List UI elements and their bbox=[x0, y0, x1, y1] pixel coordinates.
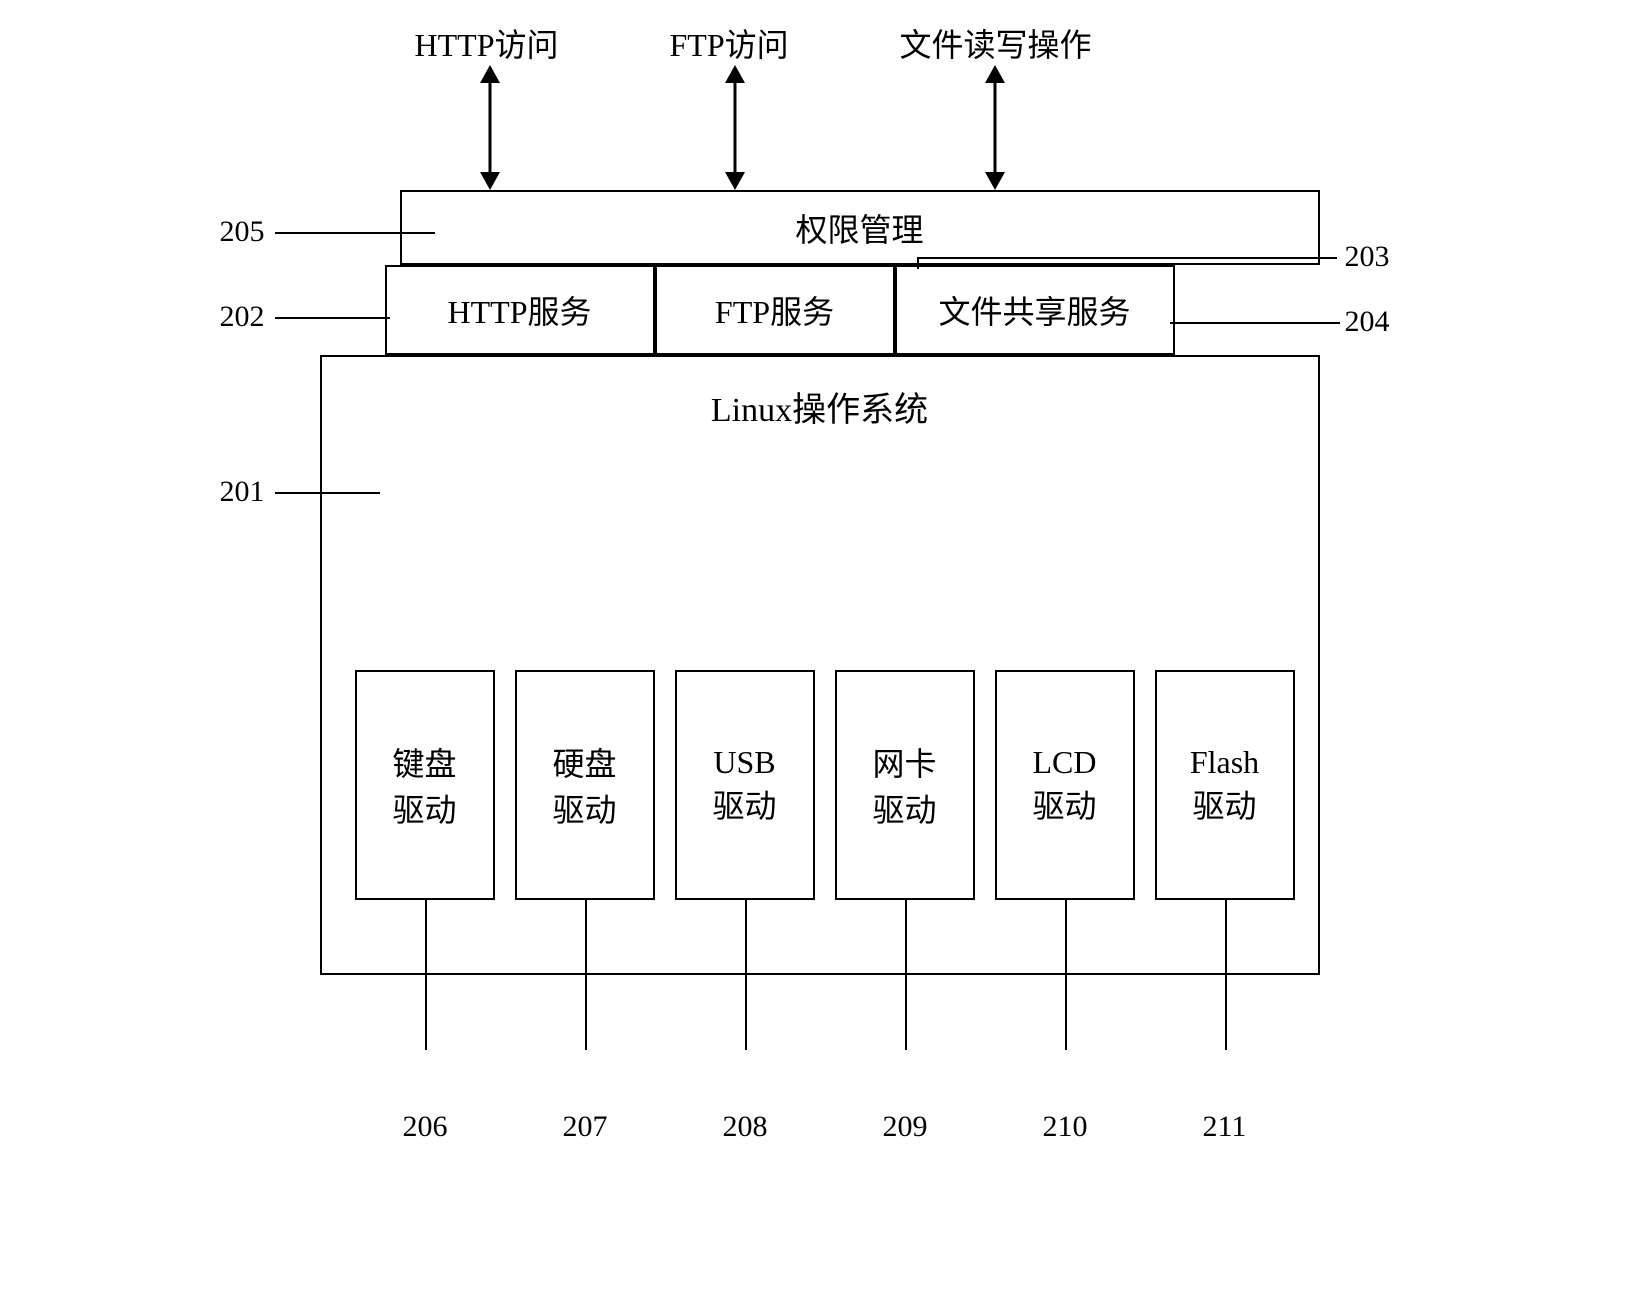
ref-209: 209 bbox=[883, 1110, 928, 1144]
driver-flash-line1: Flash bbox=[1190, 744, 1259, 781]
driver-lcd-box: LCD 驱动 bbox=[995, 670, 1135, 900]
top-label-http: HTTP访问 bbox=[415, 20, 559, 66]
leader-201 bbox=[275, 492, 380, 494]
conn-209 bbox=[905, 900, 907, 1050]
arrow-ftp-icon bbox=[720, 65, 750, 190]
leader-202 bbox=[275, 317, 390, 319]
conn-210 bbox=[1065, 900, 1067, 1050]
leader-203-h bbox=[917, 257, 1337, 259]
ref-203: 203 bbox=[1345, 240, 1390, 274]
service-ftp-label: FTP服务 bbox=[715, 287, 834, 333]
conn-208 bbox=[745, 900, 747, 1050]
driver-flash-line2: 驱动 bbox=[1192, 781, 1256, 827]
ref-211: 211 bbox=[1203, 1110, 1247, 1144]
service-http-box: HTTP服务 bbox=[385, 265, 655, 355]
arrow-http-icon bbox=[475, 65, 505, 190]
leader-205 bbox=[275, 232, 435, 234]
service-file-label: 文件共享服务 bbox=[938, 287, 1130, 333]
conn-211 bbox=[1225, 900, 1227, 1050]
top-label-file: 文件读写操作 bbox=[900, 20, 1092, 66]
ref-208: 208 bbox=[723, 1110, 768, 1144]
service-file-box: 文件共享服务 bbox=[895, 265, 1175, 355]
driver-flash-box: Flash 驱动 bbox=[1155, 670, 1295, 900]
ref-205: 205 bbox=[220, 215, 265, 249]
ref-207: 207 bbox=[563, 1110, 608, 1144]
leader-204 bbox=[1170, 322, 1340, 324]
driver-disk-line2: 驱动 bbox=[552, 785, 616, 831]
driver-usb-line2: 驱动 bbox=[712, 781, 776, 827]
driver-nic-line1: 网卡 bbox=[872, 739, 936, 785]
driver-keyboard-line2: 驱动 bbox=[392, 785, 456, 831]
driver-lcd-line1: LCD bbox=[1033, 744, 1097, 781]
driver-disk-line1: 硬盘 bbox=[552, 739, 616, 785]
permission-box: 权限管理 bbox=[400, 190, 1320, 265]
permission-label: 权限管理 bbox=[795, 205, 923, 251]
ref-204: 204 bbox=[1345, 305, 1390, 339]
ref-206: 206 bbox=[403, 1110, 448, 1144]
ref-210: 210 bbox=[1043, 1110, 1088, 1144]
ref-202: 202 bbox=[220, 300, 265, 334]
driver-keyboard-line1: 键盘 bbox=[392, 739, 456, 785]
driver-lcd-line2: 驱动 bbox=[1032, 781, 1096, 827]
conn-206 bbox=[425, 900, 427, 1050]
driver-keyboard-box: 键盘 驱动 bbox=[355, 670, 495, 900]
arrow-file-icon bbox=[980, 65, 1010, 190]
service-http-label: HTTP服务 bbox=[447, 287, 591, 333]
driver-nic-box: 网卡 驱动 bbox=[835, 670, 975, 900]
driver-disk-box: 硬盘 驱动 bbox=[515, 670, 655, 900]
service-ftp-box: FTP服务 bbox=[655, 265, 895, 355]
os-label: Linux操作系统 bbox=[322, 382, 1318, 431]
top-label-ftp: FTP访问 bbox=[670, 20, 789, 66]
leader-203-v bbox=[917, 257, 919, 269]
driver-usb-line1: USB bbox=[713, 744, 775, 781]
conn-207 bbox=[585, 900, 587, 1050]
ref-201: 201 bbox=[220, 475, 265, 509]
driver-usb-box: USB 驱动 bbox=[675, 670, 815, 900]
driver-nic-line2: 驱动 bbox=[872, 785, 936, 831]
system-architecture-diagram: HTTP访问 FTP访问 文件读写操作 权限管理 HTTP服务 FTP服务 文件… bbox=[125, 20, 1525, 1220]
